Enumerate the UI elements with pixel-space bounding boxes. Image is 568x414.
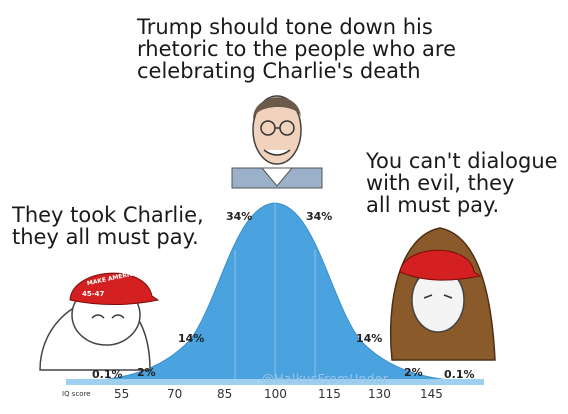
pct-label-6: 14%	[356, 332, 383, 345]
pct-label-7: 2%	[404, 366, 423, 379]
tick-label-55: 55	[114, 387, 130, 401]
tick-label-70: 70	[167, 387, 183, 401]
pct-label-3: 14%	[178, 332, 205, 345]
glasses-man-hair	[252, 97, 301, 120]
pct-label-5: 34%	[306, 210, 333, 223]
right-caption: You can't dialogue with evil, they all m…	[366, 149, 558, 218]
tick-label-130: 130	[368, 387, 391, 401]
bell-curve-fill	[69, 202, 481, 383]
left-wojak-eyes	[91, 314, 125, 319]
pct-label-4: 34%	[226, 210, 253, 223]
left-hat-badge: 45-47	[82, 290, 105, 298]
bell-curve	[66, 202, 484, 385]
watermark: @HalkusFromUnder	[262, 372, 389, 386]
left-caption: They took Charlie, they all must pay.	[12, 203, 204, 250]
glasses-man-figure	[231, 95, 323, 189]
right-hooded-figure	[389, 227, 496, 361]
top-caption: Trump should tone down his rhetoric to t…	[137, 15, 456, 84]
tick-label-100: 100	[264, 387, 287, 401]
pct-label-1: 0.1%	[92, 368, 123, 381]
hooded-eyes	[423, 294, 453, 299]
glasses-man-smile	[263, 149, 291, 156]
glasses-man-collar	[260, 167, 294, 187]
pct-label-2: 2%	[137, 366, 156, 379]
iq-score-label: IQ score	[62, 390, 91, 398]
pct-label-8: 0.1%	[444, 368, 475, 381]
tick-label-145: 145	[420, 387, 443, 401]
right-hat	[399, 249, 482, 281]
tick-label-115: 115	[318, 387, 341, 401]
glasses-man-head	[252, 95, 302, 165]
left-wojak-figure	[39, 272, 160, 371]
tick-label-85: 85	[217, 387, 233, 401]
left-wojak-hat	[69, 272, 160, 305]
